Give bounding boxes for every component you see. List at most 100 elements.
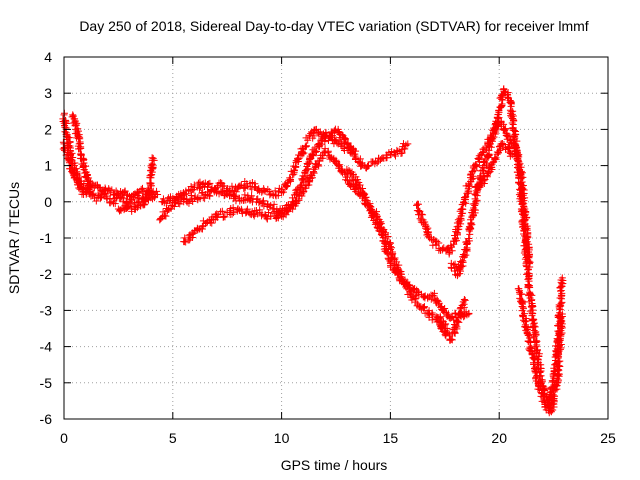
data-point-marker [321, 138, 329, 146]
data-point-marker [162, 212, 170, 220]
data-point-marker [514, 163, 522, 171]
data-point-marker [393, 269, 401, 277]
data-point-marker [264, 208, 272, 216]
data-point-marker [146, 172, 154, 180]
data-point-marker [430, 289, 438, 297]
data-point-marker [300, 149, 308, 157]
data-point-marker [515, 162, 523, 170]
data-point-marker [465, 181, 473, 189]
data-point-marker [197, 183, 205, 191]
data-point-marker [518, 290, 526, 298]
y-tick-label: -6 [40, 411, 53, 427]
data-point [558, 274, 566, 282]
data-point-marker [400, 145, 408, 153]
data-point-marker [92, 197, 100, 205]
data-point-marker [373, 159, 381, 167]
data-point-marker [543, 399, 551, 407]
data-point-marker [527, 296, 535, 304]
y-tick-label: 3 [44, 85, 52, 101]
data-point-marker [302, 142, 310, 150]
data-point-marker [556, 357, 564, 365]
data-point-marker [332, 136, 340, 144]
data-point-marker [535, 350, 543, 358]
data-point-marker [530, 319, 538, 327]
data-point-marker [204, 180, 212, 188]
data-point-marker [519, 199, 527, 207]
data-point-marker [442, 320, 450, 328]
data-point-marker [147, 162, 155, 170]
y-axis-label: SDTVAR / TECUs [6, 182, 22, 294]
data-point [558, 310, 566, 318]
data-point-marker [243, 205, 251, 213]
data-point-marker [361, 190, 369, 198]
data-point-marker [337, 141, 345, 149]
series-arc-3 [68, 111, 94, 195]
x-tick-label: 20 [491, 430, 507, 446]
data-point-marker [521, 232, 529, 240]
data-point-marker [521, 226, 529, 234]
data-point [460, 296, 468, 304]
data-point-marker [75, 173, 83, 181]
data-point-marker [448, 336, 456, 344]
data-point-marker [516, 180, 524, 188]
data-point-marker [196, 184, 204, 192]
series-arc-12 [471, 140, 516, 192]
data-point-marker [492, 120, 500, 128]
data-point [149, 154, 157, 162]
data-point-marker [280, 210, 288, 218]
data-point-marker [383, 249, 391, 257]
data-point-marker [505, 144, 513, 152]
data-point-marker [450, 240, 458, 248]
data-point-marker [394, 271, 402, 279]
data-point-marker [241, 191, 249, 199]
data-point-marker [146, 188, 154, 196]
data-point-marker [447, 241, 455, 249]
data-point-marker [306, 178, 314, 186]
data-point-marker [448, 247, 456, 255]
data-point-marker [194, 179, 202, 187]
data-point-marker [365, 162, 373, 170]
y-tick-label: -1 [40, 230, 53, 246]
data-point-marker [116, 207, 124, 215]
data-point-marker [359, 189, 367, 197]
data-point-marker [529, 316, 537, 324]
data-point-marker [265, 187, 273, 195]
data-point-marker [459, 258, 467, 266]
series-arc-4 [114, 154, 158, 215]
data-point-marker [465, 234, 473, 242]
data-point-marker [248, 192, 256, 200]
data-point-marker [387, 255, 395, 263]
data-point-marker [85, 174, 93, 182]
data-point-marker [238, 209, 246, 217]
x-tick-label: 10 [274, 430, 290, 446]
data-point-marker [492, 155, 500, 163]
data-point-marker [552, 380, 560, 388]
data-point-marker [74, 176, 82, 184]
data-point-marker [279, 188, 287, 196]
data-point-marker [536, 383, 544, 391]
series-arc-13 [514, 285, 566, 417]
data-point-marker [424, 294, 432, 302]
data-point-marker [303, 165, 311, 173]
data-point-marker [124, 201, 132, 209]
data-point [508, 151, 516, 159]
data-point-marker [500, 141, 508, 149]
data-point-marker [416, 215, 424, 223]
data-point-marker [61, 145, 69, 153]
data-point-marker [198, 225, 206, 233]
data-point [460, 252, 468, 260]
data-point-marker [519, 303, 527, 311]
data-point-marker [473, 161, 481, 169]
data-point-marker [458, 205, 466, 213]
data-point-marker [354, 176, 362, 184]
data-point-marker [549, 391, 557, 399]
data-point-marker [206, 192, 214, 200]
data-point-marker [76, 144, 84, 152]
data-point-marker [441, 304, 449, 312]
data-point-marker [181, 190, 189, 198]
data-point-marker [260, 186, 268, 194]
data-point-marker [284, 207, 292, 215]
data-point-marker [237, 205, 245, 213]
